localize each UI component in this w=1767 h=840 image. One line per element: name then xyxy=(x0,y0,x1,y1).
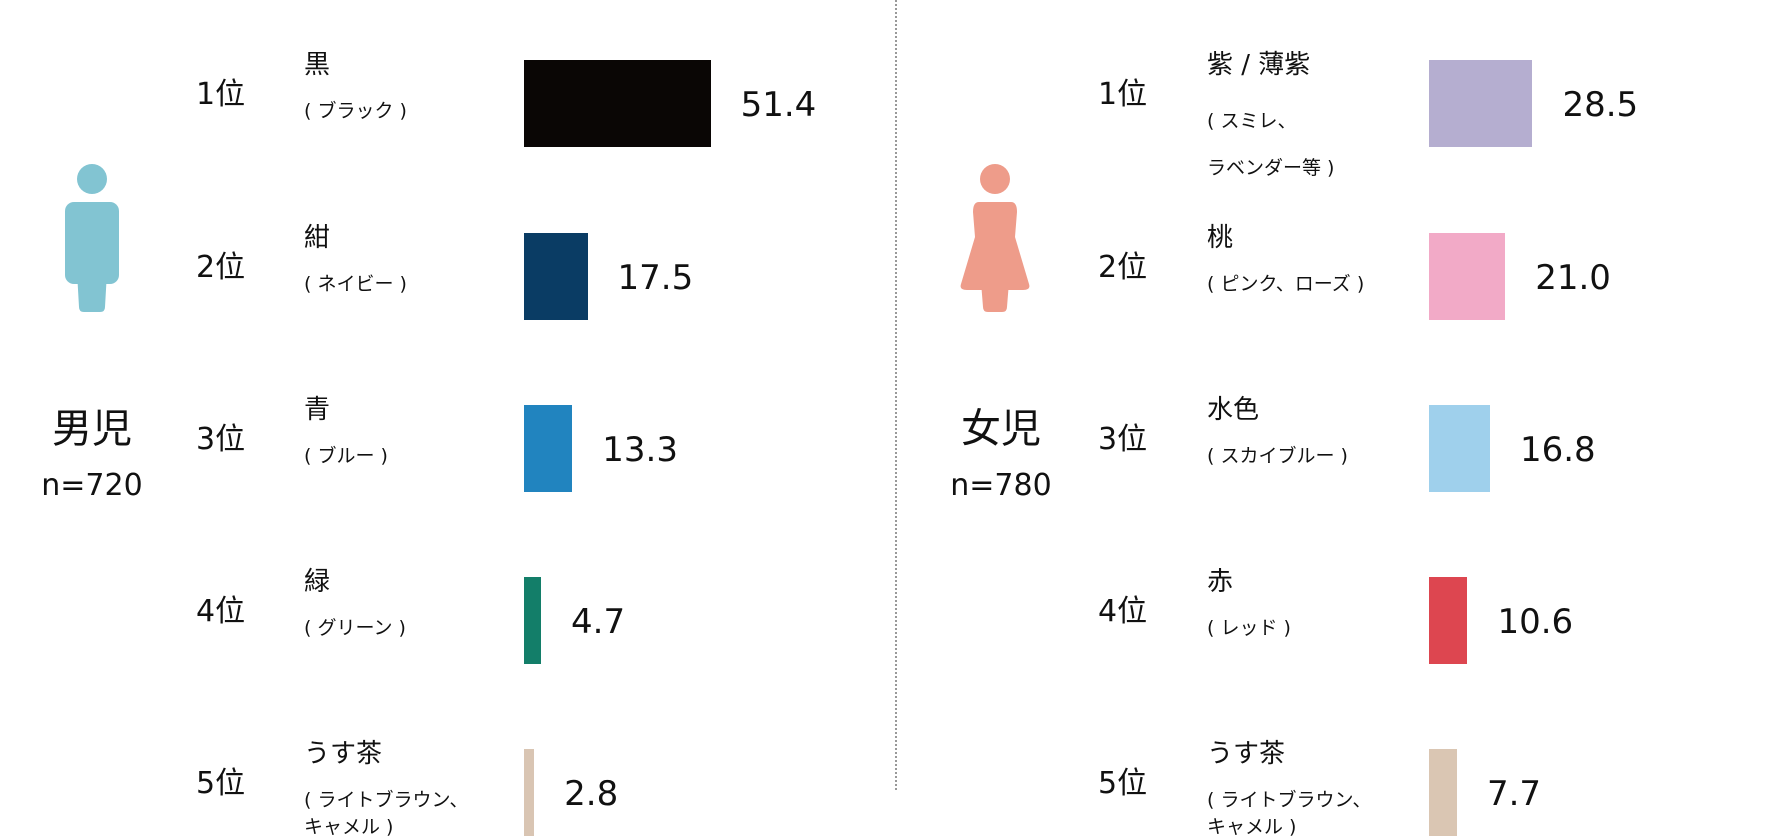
girl-icon xyxy=(957,162,1033,316)
category-label: 赤 xyxy=(1207,567,1234,597)
category-subtitle: ( ブルー ) xyxy=(304,445,388,467)
bar xyxy=(524,60,711,147)
bar xyxy=(1429,60,1533,147)
category-label: うす茶 xyxy=(1207,739,1286,769)
category-label: 紫 / 薄紫 xyxy=(1207,50,1311,80)
category-label: 黒 xyxy=(304,50,331,80)
rank-label: 1位 xyxy=(196,77,246,112)
value-label: 13.3 xyxy=(602,430,678,470)
bar xyxy=(1429,405,1490,492)
category-label: 緑 xyxy=(304,567,331,597)
value-label: 4.7 xyxy=(571,602,626,642)
category-subtitle: ( ブラック ) xyxy=(304,100,407,122)
bar xyxy=(1429,577,1468,664)
category-label: 青 xyxy=(304,395,331,425)
bar xyxy=(1429,749,1457,836)
bar xyxy=(524,577,542,664)
rank-label: 3位 xyxy=(1098,422,1148,457)
rank-label: 5位 xyxy=(196,766,246,801)
category-subtitle: ( スカイブルー ) xyxy=(1207,445,1348,467)
value-label: 2.8 xyxy=(564,774,619,814)
category-label: 水色 xyxy=(1207,395,1260,425)
category-label: うす茶 xyxy=(304,739,383,769)
group-label: 男児 xyxy=(52,406,132,452)
group-label: 女児 xyxy=(961,406,1041,452)
category-label: 紺 xyxy=(304,223,331,253)
panel-divider xyxy=(895,0,897,790)
bar xyxy=(524,749,535,836)
sample-size: n=780 xyxy=(950,468,1052,503)
sample-size: n=720 xyxy=(41,468,143,503)
value-label: 7.7 xyxy=(1486,774,1542,814)
rank-label: 5位 xyxy=(1098,766,1148,801)
category-subtitle: ( ネイビー ) xyxy=(304,273,407,295)
rank-label: 4位 xyxy=(196,594,246,629)
category-subtitle: ( ライトブラウン、 キャメル ) xyxy=(1207,789,1372,838)
value-label: 16.8 xyxy=(1519,430,1596,470)
boy-icon xyxy=(62,162,122,316)
category-subtitle: ( ピンク、ローズ ) xyxy=(1207,273,1365,295)
category-subtitle: ( レッド ) xyxy=(1207,617,1291,639)
bar xyxy=(1429,233,1506,320)
value-label: 17.5 xyxy=(617,258,694,298)
rank-label: 4位 xyxy=(1098,594,1148,629)
value-label: 28.5 xyxy=(1562,85,1639,125)
bar xyxy=(524,233,588,320)
rank-label: 1位 xyxy=(1098,77,1148,112)
bar xyxy=(524,405,573,492)
category-subtitle: ( グリーン ) xyxy=(304,617,406,639)
rank-label: 2位 xyxy=(196,250,246,285)
category-subtitle: ( ライトブラウン、 キャメル ) xyxy=(304,789,469,838)
rank-label: 3位 xyxy=(196,422,246,457)
rank-label: 2位 xyxy=(1098,250,1148,285)
category-label: 桃 xyxy=(1207,223,1234,253)
category-subtitle: ( スミレ、 ラベンダー等 ) xyxy=(1207,110,1335,179)
value-label: 21.0 xyxy=(1535,258,1611,298)
value-label: 51.4 xyxy=(740,85,817,125)
value-label: 10.6 xyxy=(1497,602,1574,642)
